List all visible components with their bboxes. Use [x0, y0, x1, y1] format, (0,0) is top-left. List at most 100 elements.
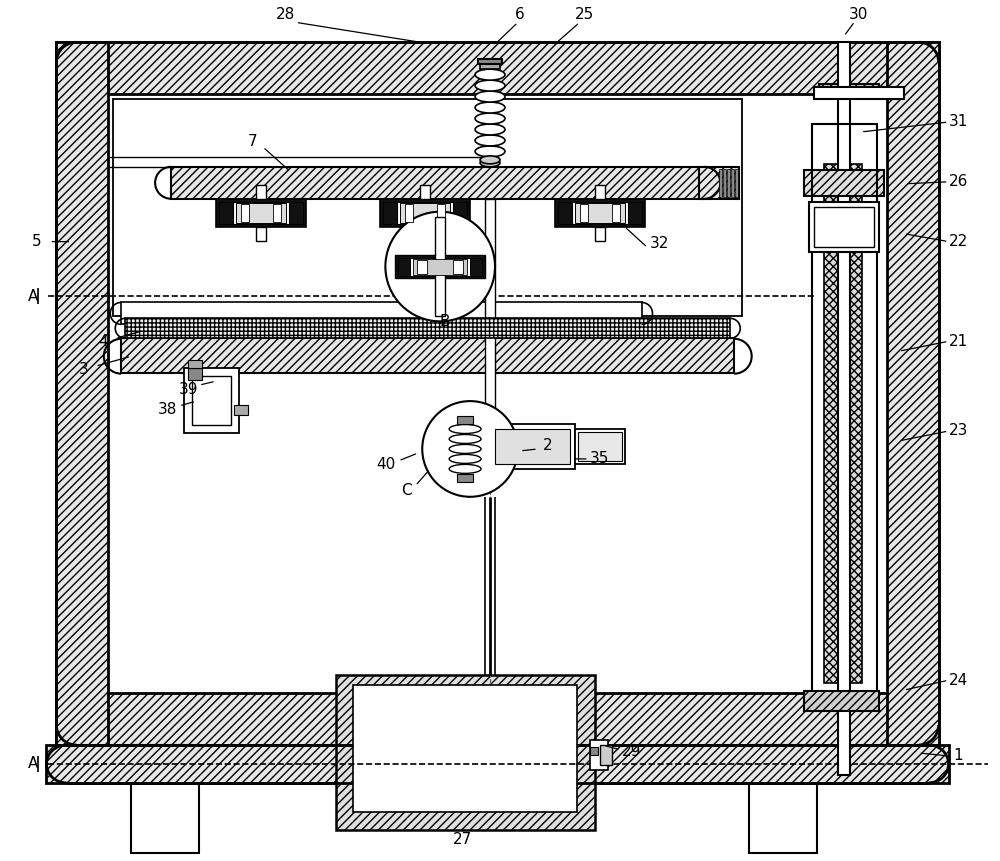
Bar — [575, 429, 625, 464]
Bar — [113, 99, 742, 316]
Ellipse shape — [449, 444, 481, 454]
Bar — [578, 432, 622, 461]
Bar — [121, 302, 642, 325]
Bar — [219, 201, 303, 224]
Bar — [590, 740, 608, 770]
Text: 28: 28 — [276, 7, 295, 22]
Bar — [819, 84, 879, 92]
Bar — [336, 675, 595, 830]
Bar — [558, 201, 572, 224]
Bar — [558, 201, 642, 224]
Bar — [612, 204, 620, 221]
Bar — [121, 338, 734, 373]
Bar — [749, 745, 817, 852]
Ellipse shape — [475, 80, 505, 91]
Ellipse shape — [449, 424, 481, 433]
Bar — [171, 167, 704, 199]
Bar — [56, 42, 939, 94]
Bar — [628, 201, 642, 224]
Bar — [699, 167, 739, 199]
Text: 24: 24 — [949, 672, 968, 688]
Bar — [495, 429, 570, 464]
Bar — [417, 259, 427, 274]
Bar — [824, 164, 862, 683]
Ellipse shape — [475, 113, 505, 124]
Bar — [575, 202, 625, 223]
Text: C: C — [401, 483, 412, 499]
Bar — [383, 201, 467, 224]
Bar — [453, 259, 463, 274]
Text: 21: 21 — [949, 334, 968, 349]
Bar — [273, 204, 281, 221]
Bar — [216, 199, 306, 226]
Text: 29: 29 — [622, 745, 641, 759]
Text: 32: 32 — [650, 236, 669, 251]
Bar — [192, 376, 231, 425]
Bar — [405, 204, 413, 221]
Text: 1: 1 — [954, 748, 963, 764]
Ellipse shape — [449, 435, 481, 443]
Bar — [595, 185, 605, 199]
Bar — [470, 257, 482, 276]
Bar — [398, 257, 482, 276]
Bar — [453, 201, 467, 224]
Ellipse shape — [480, 156, 500, 164]
Bar — [383, 201, 397, 224]
Bar — [241, 204, 249, 221]
Bar — [236, 202, 286, 223]
Bar — [437, 204, 445, 221]
Bar — [353, 685, 577, 812]
Bar — [46, 745, 949, 783]
Bar — [435, 217, 445, 316]
Bar — [719, 169, 722, 197]
Text: 2: 2 — [543, 438, 553, 454]
Bar — [814, 207, 874, 246]
Text: B: B — [440, 314, 450, 329]
Bar — [555, 199, 645, 226]
Bar — [395, 255, 485, 278]
Bar — [420, 226, 430, 240]
Bar — [490, 424, 575, 469]
Bar — [398, 257, 410, 276]
Bar — [457, 474, 473, 482]
Text: 26: 26 — [949, 174, 968, 189]
Bar — [219, 201, 233, 224]
Ellipse shape — [475, 91, 505, 102]
Text: A: A — [28, 757, 39, 771]
Bar — [485, 199, 495, 480]
Bar — [478, 59, 502, 65]
Bar — [731, 169, 734, 197]
Bar — [400, 202, 450, 223]
Ellipse shape — [480, 159, 500, 167]
Bar — [131, 745, 199, 852]
Bar — [590, 747, 598, 755]
Text: 4: 4 — [98, 334, 108, 349]
Ellipse shape — [475, 69, 505, 80]
Ellipse shape — [449, 464, 481, 474]
Text: 40: 40 — [377, 457, 396, 473]
Text: 5: 5 — [32, 234, 41, 249]
Bar — [809, 201, 879, 251]
Text: 31: 31 — [949, 115, 968, 129]
Text: 3: 3 — [78, 362, 88, 377]
Bar — [804, 691, 879, 711]
Text: 23: 23 — [949, 424, 968, 438]
Text: 38: 38 — [157, 401, 177, 417]
Bar — [56, 693, 939, 745]
Bar — [234, 405, 248, 415]
Bar — [413, 258, 467, 275]
Ellipse shape — [475, 102, 505, 113]
Bar — [600, 745, 612, 765]
Bar — [727, 169, 730, 197]
Text: 25: 25 — [575, 7, 594, 22]
Text: 35: 35 — [590, 451, 609, 467]
Ellipse shape — [475, 124, 505, 135]
Bar — [838, 42, 850, 775]
Bar — [256, 185, 266, 199]
Bar — [457, 416, 473, 424]
Circle shape — [422, 401, 518, 497]
Text: A: A — [28, 289, 39, 304]
Bar — [484, 84, 496, 162]
Text: 30: 30 — [849, 7, 869, 22]
Bar — [56, 42, 108, 745]
